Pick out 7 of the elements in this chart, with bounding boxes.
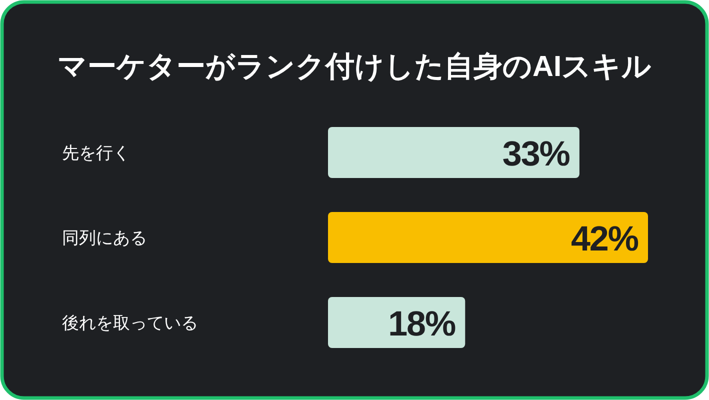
category-label: 後れを取っている xyxy=(62,314,198,332)
title: マーケターがランク付けした自身のAIスキル xyxy=(58,51,652,83)
value-label: 18% xyxy=(388,304,456,344)
category-label: 同列にある xyxy=(62,228,147,248)
value-label: 42% xyxy=(570,220,638,258)
category-label: 先を行く xyxy=(62,144,130,162)
value-label: 33% xyxy=(502,134,570,174)
